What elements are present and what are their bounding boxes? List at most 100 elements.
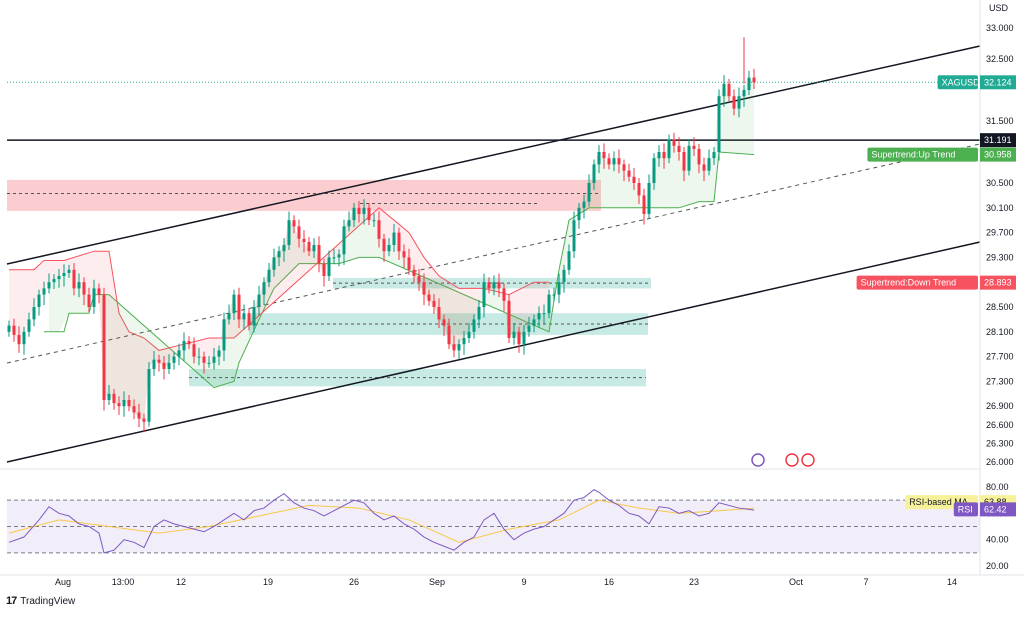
candle-body bbox=[587, 183, 591, 202]
x-tick-label: 23 bbox=[689, 577, 699, 587]
level-tag-value: 31.191 bbox=[984, 135, 1012, 145]
candle-body bbox=[327, 257, 331, 276]
last-price-tag-value: 32.124 bbox=[984, 77, 1012, 87]
candle-body bbox=[497, 282, 501, 289]
candle-body bbox=[272, 257, 276, 270]
candle-body bbox=[607, 158, 611, 165]
y-tick-label: 29.300 bbox=[986, 252, 1014, 262]
candle-body bbox=[552, 294, 556, 296]
candle-body bbox=[742, 90, 746, 97]
candle-body bbox=[357, 207, 361, 214]
supply-zone bbox=[7, 179, 601, 211]
candle-body bbox=[112, 393, 116, 404]
candle-body bbox=[542, 313, 546, 315]
candle-body bbox=[197, 356, 201, 358]
rsi-ma-tag-value: 63.88 bbox=[984, 497, 1007, 507]
candle-body bbox=[707, 158, 711, 171]
candle-body bbox=[137, 412, 141, 419]
candle-body bbox=[177, 350, 181, 357]
candle-body bbox=[372, 220, 376, 222]
candle-body bbox=[122, 400, 126, 407]
candle-body bbox=[527, 325, 531, 332]
y-tick-label: 32.500 bbox=[986, 54, 1014, 64]
candle-body bbox=[487, 282, 491, 289]
candle-body bbox=[362, 207, 366, 214]
candle-body bbox=[392, 232, 396, 245]
candle-body bbox=[87, 294, 91, 307]
candle-body bbox=[12, 325, 16, 335]
candle-body bbox=[167, 362, 171, 369]
currency-label: USD bbox=[989, 3, 1009, 13]
candle-body bbox=[632, 176, 636, 183]
supertrend-up-tag-value-box bbox=[980, 147, 1016, 162]
y-tick-label: 30.100 bbox=[986, 203, 1014, 213]
supertrend-up-tag-value: 30.958 bbox=[984, 150, 1012, 160]
candle-body bbox=[642, 195, 646, 214]
channel-lower-line bbox=[6, 241, 981, 463]
candle-body bbox=[722, 83, 726, 97]
candle-body bbox=[712, 152, 716, 159]
candle-body bbox=[582, 201, 586, 208]
supertrend-up-tag-label-box bbox=[867, 147, 978, 162]
rsi-tag-value: 62.42 bbox=[984, 504, 1007, 514]
candle-body bbox=[652, 158, 656, 183]
candle-body bbox=[647, 183, 651, 214]
candle-body bbox=[242, 313, 246, 320]
candle-body bbox=[347, 220, 351, 227]
candle-body bbox=[247, 313, 251, 326]
economic-event-icon[interactable] bbox=[801, 453, 815, 467]
y-tick-label: 26.600 bbox=[986, 420, 1014, 430]
candle-body bbox=[92, 288, 96, 307]
candle-body bbox=[352, 207, 356, 221]
candle-body bbox=[617, 158, 621, 165]
candle-body bbox=[702, 164, 706, 171]
candle-body bbox=[752, 77, 756, 83]
x-tick-label: 12 bbox=[176, 577, 186, 587]
candle-body bbox=[32, 307, 36, 320]
y-tick-label: 31.500 bbox=[986, 116, 1014, 126]
candle-body bbox=[157, 359, 161, 363]
candle-body bbox=[37, 294, 41, 307]
candle-body bbox=[672, 139, 676, 146]
candle-body bbox=[267, 269, 271, 283]
last-price-tag-label-box bbox=[937, 75, 978, 90]
candle-body bbox=[747, 77, 751, 90]
candle-body bbox=[507, 300, 511, 338]
candle-body bbox=[592, 164, 596, 183]
y-tick-label: 33.000 bbox=[986, 23, 1014, 33]
brand-text: TradingView bbox=[20, 595, 76, 607]
candle-body bbox=[17, 334, 21, 345]
supertrend-down-tag-value-box bbox=[980, 275, 1016, 290]
candle-body bbox=[467, 331, 471, 338]
supertrend-down-tag-label: Supertrend:Down Trend bbox=[861, 278, 957, 288]
economic-event-icon[interactable] bbox=[785, 453, 799, 467]
candle-body bbox=[422, 282, 426, 295]
candle-body bbox=[277, 251, 281, 258]
y-tick-label: 30.500 bbox=[986, 178, 1014, 188]
candle-body bbox=[257, 294, 261, 307]
rsi-tick-label: 40.00 bbox=[986, 535, 1009, 545]
candle-body bbox=[482, 282, 486, 307]
candle-body bbox=[532, 319, 536, 326]
candle-body bbox=[572, 220, 576, 252]
rsi-ma-line bbox=[8, 499, 755, 543]
level-tag-value-box bbox=[980, 133, 1016, 148]
candle-body bbox=[162, 362, 166, 369]
candle-body bbox=[187, 341, 191, 345]
candle-body bbox=[282, 245, 286, 252]
candle-body bbox=[232, 294, 236, 314]
x-tick-label: Aug bbox=[55, 577, 71, 587]
y-tick-label: 29.700 bbox=[986, 228, 1014, 238]
x-tick-label: 7 bbox=[863, 577, 868, 587]
dividend-event-icon[interactable] bbox=[751, 453, 765, 467]
candle-body bbox=[692, 145, 696, 149]
candle-body bbox=[682, 152, 686, 171]
candle-body bbox=[302, 238, 306, 242]
candle-body bbox=[77, 282, 81, 289]
candle-body bbox=[447, 325, 451, 345]
candle-body bbox=[517, 331, 521, 345]
candle-body bbox=[427, 294, 431, 301]
candle-body bbox=[562, 269, 566, 283]
